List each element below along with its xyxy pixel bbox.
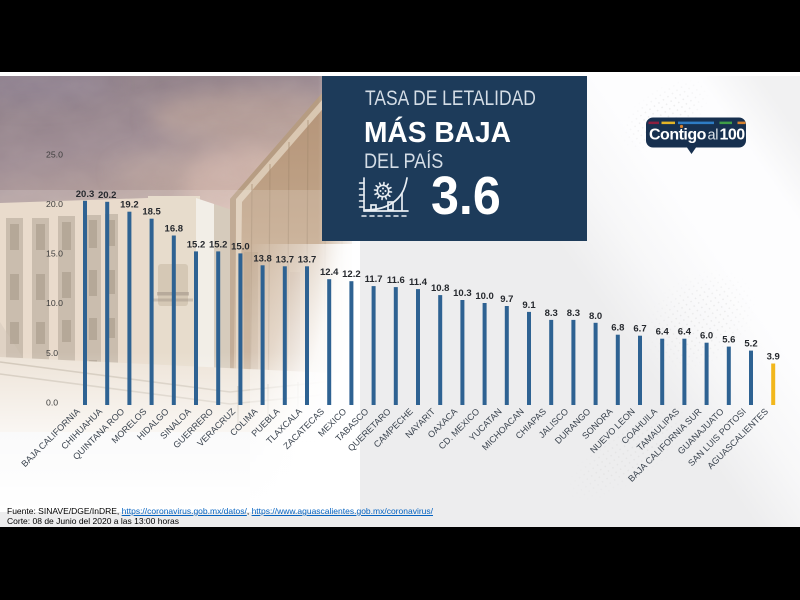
svg-text:9.7: 9.7 — [500, 294, 513, 305]
svg-text:8.3: 8.3 — [567, 308, 580, 319]
svg-text:20.3: 20.3 — [76, 189, 95, 200]
svg-text:6.7: 6.7 — [633, 324, 646, 335]
svg-text:100: 100 — [720, 127, 746, 144]
svg-text:11.6: 11.6 — [387, 275, 405, 286]
svg-text:6.8: 6.8 — [611, 323, 624, 334]
svg-text:0.0: 0.0 — [46, 397, 58, 407]
svg-text:6.0: 6.0 — [700, 331, 713, 342]
svg-text:5.2: 5.2 — [744, 339, 757, 350]
svg-text:25.0: 25.0 — [46, 149, 63, 159]
svg-text:16.8: 16.8 — [165, 224, 184, 235]
svg-text:Contigo: Contigo — [649, 127, 707, 144]
svg-text:6.4: 6.4 — [656, 327, 670, 338]
svg-text:15.2: 15.2 — [209, 239, 228, 250]
svg-text:3.9: 3.9 — [767, 352, 780, 363]
svg-text:9.1: 9.1 — [522, 300, 536, 311]
svg-text:al: al — [708, 128, 719, 144]
svg-text:15.0: 15.0 — [46, 249, 63, 259]
svg-text:5.0: 5.0 — [46, 348, 58, 358]
svg-text:11.4: 11.4 — [409, 277, 428, 288]
svg-text:10.3: 10.3 — [453, 288, 472, 299]
svg-text:12.4: 12.4 — [320, 267, 339, 278]
svg-text:20.2: 20.2 — [98, 190, 117, 201]
svg-text:15.2: 15.2 — [187, 239, 206, 250]
svg-text:10.0: 10.0 — [46, 298, 63, 308]
svg-text:13.8: 13.8 — [253, 253, 272, 264]
svg-text:13.7: 13.7 — [276, 254, 295, 265]
svg-text:18.5: 18.5 — [142, 207, 161, 218]
svg-text:12.2: 12.2 — [342, 269, 361, 280]
svg-text:10.0: 10.0 — [475, 291, 494, 302]
svg-text:5.6: 5.6 — [722, 335, 735, 346]
svg-text:19.2: 19.2 — [120, 200, 139, 211]
svg-text:6.4: 6.4 — [678, 327, 692, 338]
svg-text:15.0: 15.0 — [231, 241, 250, 252]
svg-text:11.7: 11.7 — [365, 274, 383, 285]
svg-text:10.8: 10.8 — [431, 283, 450, 294]
svg-text:8.3: 8.3 — [545, 308, 558, 319]
svg-text:8.0: 8.0 — [589, 311, 602, 322]
svg-text:20.0: 20.0 — [46, 199, 63, 209]
svg-text:13.7: 13.7 — [298, 254, 317, 265]
